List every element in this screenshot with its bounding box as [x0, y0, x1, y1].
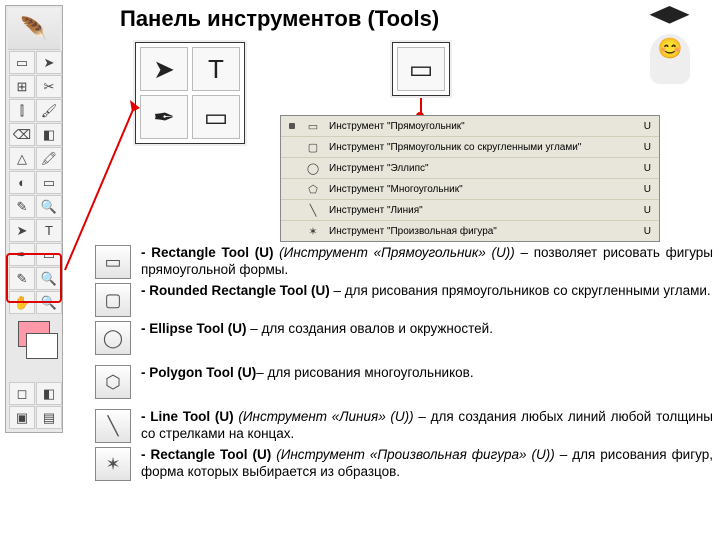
zoom-callout-path-tools: ➤T✒▭ — [135, 42, 245, 144]
description-row: ▭ - Rectangle Tool (U) (Инструмент «Прямо… — [95, 245, 713, 279]
tool-button[interactable]: ⌫ — [9, 123, 35, 146]
shape-icon: ▭ — [305, 119, 321, 133]
tool-button[interactable]: ✋ — [9, 291, 35, 314]
mascot-icon — [627, 6, 712, 116]
shape-icon: ╲ — [305, 203, 321, 217]
menu-item[interactable]: ╲ Инструмент "Линия" U — [281, 200, 659, 221]
menu-label: Инструмент "Прямоугольник со скругленным… — [329, 142, 636, 153]
tool-button[interactable]: ✎ — [9, 267, 35, 290]
shortcut-key: U — [644, 226, 651, 237]
tool-button[interactable]: ➤ — [36, 51, 62, 74]
zoom-tool-icon: T — [192, 47, 240, 91]
menu-item[interactable]: ✶ Инструмент "Произвольная фигура" U — [281, 221, 659, 241]
shape-icon: ▢ — [305, 140, 321, 154]
feather-icon: 🪶 — [8, 8, 60, 50]
mode-icon[interactable]: ◧ — [36, 382, 62, 405]
tool-button[interactable]: ✂ — [36, 75, 62, 98]
menu-item[interactable]: ⬠ Инструмент "Многоугольник" U — [281, 179, 659, 200]
tool-button[interactable]: 🔍 — [36, 267, 62, 290]
tool-icon: ⬡ — [95, 365, 131, 399]
tool-button[interactable]: T — [36, 219, 62, 242]
menu-item[interactable]: ▭ Инструмент "Прямоугольник" U — [281, 116, 659, 137]
tool-button[interactable]: ▭ — [36, 243, 62, 266]
tool-button[interactable]: ◐ — [9, 171, 35, 194]
tool-button[interactable]: 🖌 — [36, 99, 62, 122]
description-row: ▢ - Rounded Rectangle Tool (U) – для рисо… — [95, 283, 713, 317]
zoom-callout-rectangle: ▭ — [392, 42, 450, 96]
zoom-tool-icon: ▭ — [192, 95, 240, 139]
description-text: - Rectangle Tool (U) (Инструмент «Прямоу… — [141, 245, 713, 279]
tool-button[interactable]: ⫿ — [9, 99, 35, 122]
tool-button[interactable]: ▭ — [9, 51, 35, 74]
description-text: - Rounded Rectangle Tool (U) – для рисов… — [141, 283, 713, 300]
menu-label: Инструмент "Произвольная фигура" — [329, 226, 636, 237]
tool-button[interactable]: ➤ — [9, 219, 35, 242]
tool-icon: ▢ — [95, 283, 131, 317]
description-text: - Rectangle Tool (U) (Инструмент «Произв… — [141, 447, 713, 481]
mode-icon[interactable]: ◻ — [9, 382, 35, 405]
tool-icon: ╲ — [95, 409, 131, 443]
zoom-tool-icon: ➤ — [140, 47, 188, 91]
menu-label: Инструмент "Прямоугольник" — [329, 121, 636, 132]
description-text: - Polygon Tool (U)– для рисования многоу… — [141, 365, 713, 382]
description-text: - Ellipse Tool (U) – для создания овалов… — [141, 321, 713, 338]
menu-item[interactable]: ◯ Инструмент "Эллипс" U — [281, 158, 659, 179]
mode-grid: ◻ ◧ ▣ ▤ — [8, 381, 60, 430]
description-row: ✶ - Rectangle Tool (U) (Инструмент «Произ… — [95, 447, 713, 481]
shape-tool-menu: ▭ Инструмент "Прямоугольник" U ▢ Инструмент … — [280, 115, 660, 242]
tool-icon: ✶ — [95, 447, 131, 481]
shortcut-key: U — [644, 163, 651, 174]
description-text: - Line Tool (U) (Инструмент «Линия» (U))… — [141, 409, 713, 443]
shape-icon: ⬠ — [305, 182, 321, 196]
tools-palette: 🪶 ▭➤⊞✂⫿🖌⌫◧△🖍◐▭✎🔍➤T✒▭✎🔍✋🔍 ◻ ◧ ▣ ▤ — [5, 5, 63, 433]
shortcut-key: U — [644, 184, 651, 195]
tool-button[interactable]: ▭ — [36, 171, 62, 194]
tool-button[interactable]: 🖍 — [36, 147, 62, 170]
tool-grid: ▭➤⊞✂⫿🖌⌫◧△🖍◐▭✎🔍➤T✒▭✎🔍✋🔍 — [8, 50, 60, 315]
tool-button[interactable]: ⊞ — [9, 75, 35, 98]
menu-label: Инструмент "Многоугольник" — [329, 184, 636, 195]
mode-icon[interactable]: ▣ — [9, 406, 35, 429]
active-dot-icon — [289, 123, 295, 129]
description-row: ⬡ - Polygon Tool (U)– для рисования много… — [95, 365, 713, 399]
shortcut-key: U — [644, 142, 651, 153]
shortcut-key: U — [644, 121, 651, 132]
zoom-tool-icon: ▭ — [397, 47, 445, 91]
shape-icon: ◯ — [305, 161, 321, 175]
tool-icon: ▭ — [95, 245, 131, 279]
menu-item[interactable]: ▢ Инструмент "Прямоугольник со скругленны… — [281, 137, 659, 158]
shortcut-key: U — [644, 205, 651, 216]
tool-button[interactable]: ✒ — [9, 243, 35, 266]
shape-icon: ✶ — [305, 224, 321, 238]
tool-button[interactable]: ✎ — [9, 195, 35, 218]
menu-label: Инструмент "Эллипс" — [329, 163, 636, 174]
background-swatch[interactable] — [26, 333, 58, 359]
tool-button[interactable]: ◧ — [36, 123, 62, 146]
description-row: ╲ - Line Tool (U) (Инструмент «Линия» (U)… — [95, 409, 713, 443]
tool-button[interactable]: 🔍 — [36, 291, 62, 314]
menu-label: Инструмент "Линия" — [329, 205, 636, 216]
zoom-tool-icon: ✒ — [140, 95, 188, 139]
page-title: Панель инструментов (Tools) — [120, 6, 439, 32]
tool-button[interactable]: △ — [9, 147, 35, 170]
tool-icon: ◯ — [95, 321, 131, 355]
description-row: ◯ - Ellipse Tool (U) – для создания овало… — [95, 321, 713, 355]
mode-icon[interactable]: ▤ — [36, 406, 62, 429]
tool-button[interactable]: 🔍 — [36, 195, 62, 218]
tool-descriptions: ▭ - Rectangle Tool (U) (Инструмент «Прямо… — [95, 245, 713, 485]
